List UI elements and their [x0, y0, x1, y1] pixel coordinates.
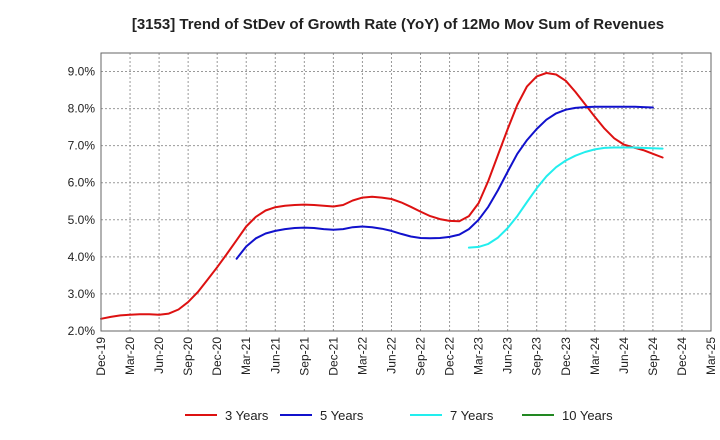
x-tick-label: Mar-24	[588, 337, 602, 375]
x-tick-label: Dec-24	[675, 337, 689, 376]
x-tick-label: Mar-23	[472, 337, 486, 375]
series-line-3-years	[100, 72, 664, 320]
x-tick-label: Jun-24	[617, 337, 631, 374]
x-tick-label: Jun-22	[384, 337, 398, 374]
grid	[100, 53, 712, 332]
legend-label-7-years: 7 Years	[450, 408, 494, 423]
legend-label-5-years: 5 Years	[320, 408, 364, 423]
x-tick-label: Sep-21	[297, 337, 311, 376]
x-tick-label: Mar-20	[123, 337, 137, 375]
series-lines	[100, 72, 664, 320]
plot-frame	[100, 52, 712, 332]
y-tick-label: 8.0%	[68, 102, 96, 116]
x-tick-label: Mar-25	[704, 337, 718, 375]
x-tick-label: Dec-20	[210, 337, 224, 376]
x-tick-label: Sep-23	[530, 337, 544, 376]
x-tick-label: Dec-23	[559, 337, 573, 376]
y-tick-label: 5.0%	[68, 213, 96, 227]
x-tick-label: Jun-20	[152, 337, 166, 374]
x-tick-label: Mar-22	[355, 337, 369, 375]
x-tick-label: Mar-21	[239, 337, 253, 375]
y-axis: 2.0% 3.0% 4.0% 5.0% 6.0% 7.0% 8.0% 9.0%	[68, 65, 96, 338]
x-axis: Dec-19 Mar-20 Jun-20 Sep-20 Dec-20 Mar-21 Jun-…	[94, 337, 718, 376]
legend-label-3-years: 3 Years	[225, 408, 269, 423]
series-line-7-years	[467, 146, 664, 249]
y-tick-label: 7.0%	[68, 139, 96, 153]
series-line-5-years	[235, 105, 654, 260]
x-tick-label: Sep-20	[181, 337, 195, 376]
x-tick-label: Jun-21	[268, 337, 282, 374]
x-tick-label: Sep-24	[646, 337, 660, 376]
x-tick-label: Dec-19	[94, 337, 108, 376]
y-tick-label: 2.0%	[68, 324, 96, 338]
y-tick-label: 6.0%	[68, 176, 96, 190]
y-tick-label: 3.0%	[68, 287, 96, 301]
x-tick-label: Jun-23	[501, 337, 515, 374]
y-tick-label: 9.0%	[68, 65, 96, 79]
y-tick-label: 4.0%	[68, 250, 96, 264]
x-tick-label: Dec-22	[443, 337, 457, 376]
x-tick-label: Sep-22	[414, 337, 428, 376]
chart-title: [3153] Trend of StDev of Growth Rate (Yo…	[132, 16, 664, 33]
legend-label-10-years: 10 Years	[562, 408, 613, 423]
x-tick-label: Dec-21	[326, 337, 340, 376]
legend: 3 Years 5 Years 7 Years 10 Years	[185, 408, 613, 423]
